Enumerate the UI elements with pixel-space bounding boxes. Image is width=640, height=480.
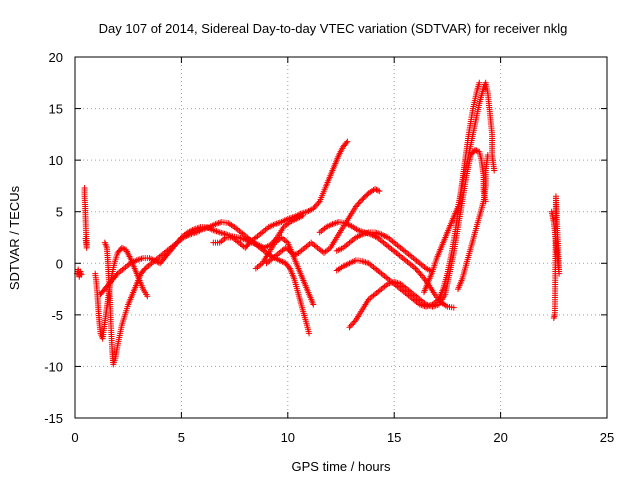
data-point	[177, 235, 184, 242]
data-point	[343, 139, 350, 146]
data-point	[218, 229, 225, 236]
plot-frame	[74, 56, 608, 419]
data-point	[376, 188, 383, 195]
data-point	[216, 229, 223, 236]
y-tick-label: 0	[56, 256, 63, 271]
data-point	[118, 244, 125, 251]
data-point	[392, 279, 399, 286]
data-point	[360, 258, 367, 265]
data-point	[356, 199, 363, 206]
data-point	[120, 245, 127, 252]
data-point	[350, 319, 357, 326]
x-tick-label: 5	[178, 430, 185, 445]
data-point	[245, 240, 252, 247]
data-point	[416, 269, 423, 276]
grid-lines	[75, 57, 607, 418]
data-point	[347, 322, 354, 329]
data-point	[138, 255, 145, 262]
data-point	[344, 138, 351, 145]
y-tick-label: 15	[49, 102, 63, 117]
x-axis-label: GPS time / hours	[292, 459, 391, 474]
y-tick-label: -15	[44, 411, 63, 426]
data-point	[152, 258, 159, 265]
data-point	[417, 271, 424, 278]
y-tick-label: 10	[49, 153, 63, 168]
data-point	[476, 79, 483, 86]
data-point	[484, 151, 491, 158]
x-tick-label: 10	[281, 430, 295, 445]
data-point	[550, 314, 557, 321]
data-point	[82, 235, 89, 242]
x-tick-label: 15	[387, 430, 401, 445]
data-point	[374, 187, 381, 194]
data-point	[351, 318, 358, 325]
data-point	[144, 293, 151, 300]
y-axis-label: SDTVAR / TECUs	[7, 185, 22, 290]
data-point	[336, 246, 343, 253]
data-point	[349, 321, 356, 328]
data-point	[355, 200, 362, 207]
data-point	[491, 167, 498, 174]
x-tick-label: 0	[71, 430, 78, 445]
data-point	[141, 266, 148, 273]
data-point	[450, 304, 457, 311]
y-tick-label: -5	[51, 308, 63, 323]
data-point	[551, 313, 558, 320]
axis-ticks: 0 5 10 15 20 25 -15 -10 -5 0 5 10 15 20	[44, 50, 614, 445]
y-tick-label: 20	[49, 50, 63, 65]
data-point	[78, 271, 85, 278]
data-point	[219, 230, 226, 237]
data-point	[373, 186, 380, 193]
data-point	[473, 147, 480, 154]
data-point	[413, 266, 420, 273]
data-point	[113, 271, 120, 278]
data-points	[74, 79, 563, 368]
data-point	[420, 289, 427, 296]
data-point	[354, 202, 361, 209]
data-point	[227, 232, 234, 239]
data-point	[472, 146, 479, 153]
data-point	[352, 203, 359, 210]
chart-title: Day 107 of 2014, Sidereal Day-to-day VTE…	[99, 21, 568, 36]
data-point	[358, 197, 365, 204]
data-point	[215, 228, 222, 235]
data-point	[315, 199, 322, 206]
data-point	[346, 324, 353, 331]
data-point	[311, 204, 318, 211]
y-tick-label: 5	[56, 205, 63, 220]
x-tick-label: 25	[600, 430, 614, 445]
data-point	[372, 186, 379, 193]
data-point	[310, 301, 317, 308]
data-point	[415, 268, 422, 275]
data-point	[312, 202, 319, 209]
data-point	[310, 205, 317, 212]
data-point	[294, 250, 301, 257]
x-tick-label: 20	[493, 430, 507, 445]
data-point	[314, 201, 321, 208]
data-point	[431, 303, 438, 310]
data-point	[412, 265, 419, 272]
y-tick-label: -10	[44, 359, 63, 374]
data-point	[285, 264, 292, 271]
data-point	[306, 330, 313, 337]
